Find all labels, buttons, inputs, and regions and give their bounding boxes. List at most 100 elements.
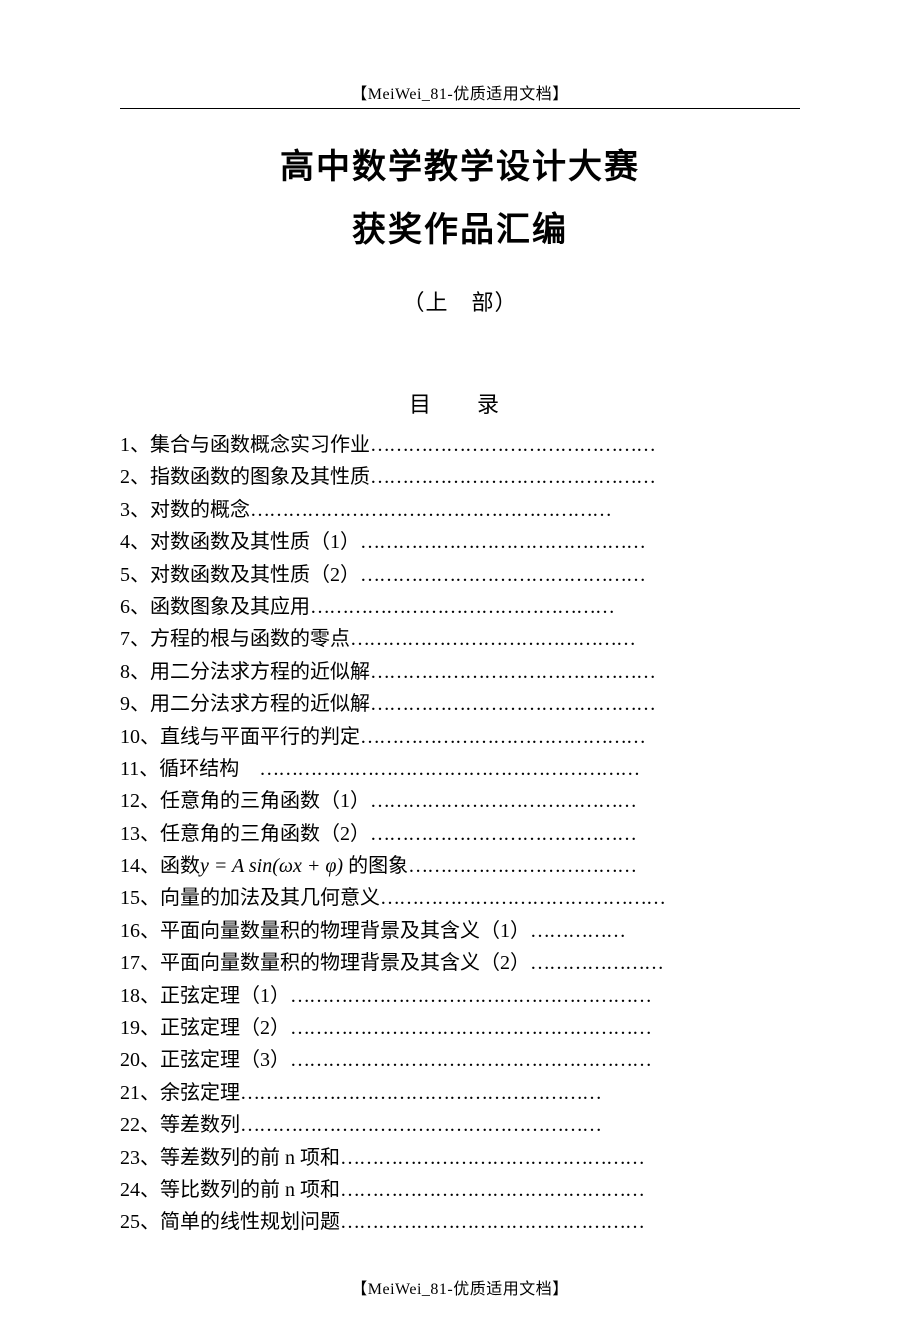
toc-item: 18、正弦定理（1）………………………………………………… [120,980,800,1012]
toc-item-leader: ……………………………………… [350,628,635,650]
toc-item: 2、指数函数的图象及其性质……………………………………… [120,461,800,493]
toc-item-label: 正弦定理（3） [160,1049,290,1071]
toc-item-leader: ……………………………………… [360,531,645,553]
toc-item-label: 用二分法求方程的近似解 [150,693,370,715]
toc-item-label: 方程的根与函数的零点 [150,628,350,650]
toc-item-separator: 、 [140,1082,160,1104]
toc-item-label: 任意角的三角函数（1） [160,790,370,812]
toc-item-label: 平面向量数量积的物理背景及其含义（2） [160,952,530,974]
toc-item-label: 用二分法求方程的近似解 [150,661,370,683]
toc-item-separator: 、 [139,758,159,780]
toc-item-number: 20 [120,1049,140,1071]
toc-item-leader: ………………………………………… [340,1211,644,1233]
toc-item-separator: 、 [140,952,160,974]
toc-item-number: 23 [120,1147,140,1169]
toc-list: 1、集合与函数概念实习作业………………………………………2、指数函数的图象及其性… [120,429,800,1239]
toc-item-leader: …………………………………………………… [259,758,639,780]
toc-item-number: 16 [120,920,140,942]
toc-item: 8、用二分法求方程的近似解……………………………………… [120,656,800,688]
toc-item-label: 任意角的三角函数（2） [160,823,370,845]
toc-item-number: 4 [120,531,130,553]
toc-item-number: 24 [120,1179,140,1201]
toc-item-label: 平面向量数量积的物理背景及其含义（1） [160,920,530,942]
toc-item-separator: 、 [130,564,150,586]
toc-item: 14、函数y = A sin(ωx + φ) 的图象……………………………… [120,850,800,882]
toc-item-leader: ………………………………………… [340,1147,644,1169]
toc-item: 9、用二分法求方程的近似解……………………………………… [120,688,800,720]
toc-item-number: 15 [120,887,140,909]
toc-item-label: 等差数列的前 n 项和 [160,1147,340,1169]
toc-item-leader: ………………………………………………… [250,499,611,521]
toc-item-number: 19 [120,1017,140,1039]
toc-item-leader: …………………………………… [370,823,636,845]
title-main: 高中数学教学设计大赛 [120,139,800,188]
toc-item-leader: …………………………………… [370,790,636,812]
toc-item-leader: ………………………………………… [310,596,614,618]
toc-item-separator: 、 [130,693,150,715]
toc-item: 13、任意角的三角函数（2）…………………………………… [120,818,800,850]
page-header: 【MeiWei_81-优质适用文档】 [120,80,800,109]
toc-item-leader: ……………………………… [408,855,636,877]
toc-item: 25、简单的线性规划问题………………………………………… [120,1206,800,1238]
toc-item: 6、函数图象及其应用………………………………………… [120,591,800,623]
toc-item-number: 3 [120,499,130,521]
toc-title: 目 录 [120,387,800,419]
toc-item-label: 对数函数及其性质（1） [150,531,360,553]
toc-item-label: 等比数列的前 n 项和 [160,1179,340,1201]
toc-item-separator: 、 [140,855,160,877]
toc-item-leader: ……………………………………… [360,564,645,586]
toc-item: 23、等差数列的前 n 项和………………………………………… [120,1142,800,1174]
toc-item-leader: ………………………………………………… [290,1049,651,1071]
toc-item-separator: 、 [140,1114,160,1136]
toc-item-number: 18 [120,985,140,1007]
toc-item-separator: 、 [130,628,150,650]
toc-item-leader: ………………………………………………… [290,985,651,1007]
formula: y = A sin(ωx + φ) [200,855,343,877]
toc-item-label: 直线与平面平行的判定 [160,726,360,748]
toc-item-separator: 、 [140,920,160,942]
toc-item-label: 集合与函数概念实习作业 [150,434,370,456]
toc-item: 20、正弦定理（3）………………………………………………… [120,1044,800,1076]
toc-item: 16、平面向量数量积的物理背景及其含义（1）…………… [120,915,800,947]
toc-item: 5、对数函数及其性质（2）……………………………………… [120,559,800,591]
toc-item-leader: …………… [530,920,625,942]
toc-item-separator: 、 [130,434,150,456]
toc-item-label: 向量的加法及其几何意义 [160,887,380,909]
toc-item-leader: ……………………………………… [370,661,655,683]
toc-item: 3、对数的概念………………………………………………… [120,494,800,526]
toc-item-number: 10 [120,726,140,748]
toc-item-number: 8 [120,661,130,683]
toc-item: 1、集合与函数概念实习作业……………………………………… [120,429,800,461]
toc-item-separator: 、 [140,1211,160,1233]
toc-item: 17、平面向量数量积的物理背景及其含义（2）………………… [120,947,800,979]
title-sub: 获奖作品汇编 [120,202,800,251]
toc-item-separator: 、 [130,596,150,618]
toc-item-leader: ………………………………………………… [240,1082,601,1104]
toc-item-number: 12 [120,790,140,812]
toc-item-leader: ……………………………………… [370,693,655,715]
part-label: （上 部） [120,285,800,317]
toc-item-separator: 、 [140,1017,160,1039]
toc-item-label: 指数函数的图象及其性质 [150,466,370,488]
toc-item-separator: 、 [140,887,160,909]
toc-item-number: 5 [120,564,130,586]
toc-item-separator: 、 [140,985,160,1007]
toc-item-separator: 、 [130,661,150,683]
toc-item-number: 25 [120,1211,140,1233]
toc-item-number: 6 [120,596,130,618]
toc-item-separator: 、 [140,1147,160,1169]
toc-item-label: 循环结构 [159,758,259,780]
toc-item-number: 11 [120,758,139,780]
toc-item-separator: 、 [140,823,160,845]
page: 【MeiWei_81-优质适用文档】 高中数学教学设计大赛 获奖作品汇编 （上 … [0,0,920,1339]
toc-item-separator: 、 [140,1179,160,1201]
toc-item: 7、方程的根与函数的零点……………………………………… [120,623,800,655]
toc-item: 10、直线与平面平行的判定……………………………………… [120,721,800,753]
toc-item-number: 13 [120,823,140,845]
toc-item-number: 7 [120,628,130,650]
toc-item-leader: ………………… [530,952,663,974]
toc-item: 15、向量的加法及其几何意义……………………………………… [120,882,800,914]
toc-item-separator: 、 [140,790,160,812]
toc-item: 21、余弦定理………………………………………………… [120,1077,800,1109]
toc-item-leader: ……………………………………… [360,726,645,748]
